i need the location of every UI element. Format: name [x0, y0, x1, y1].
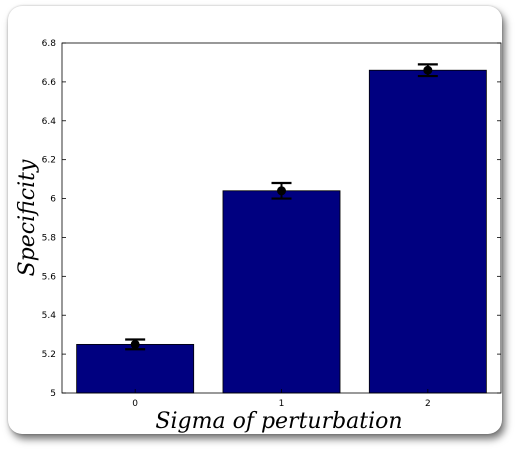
y-tick-label: 6.8: [42, 39, 57, 49]
y-tick-label: 6.4: [42, 117, 57, 127]
mean-marker-1: [277, 186, 286, 196]
y-axis-label: Specificity: [15, 159, 40, 276]
y-tick-label: 5: [50, 389, 56, 399]
y-tick-label: 6.2: [42, 156, 56, 166]
mean-marker-0: [130, 339, 140, 349]
y-tick-label: 5.4: [42, 311, 57, 321]
y-tick-label: 5.8: [42, 233, 57, 243]
bar-1: [222, 190, 341, 394]
x-axis-label: Sigma of perturbation: [155, 409, 402, 434]
bar-0: [76, 343, 195, 394]
y-tick-label: 6: [50, 195, 56, 205]
y-tick-label: 5.6: [42, 272, 57, 282]
x-tick-label: 2: [425, 399, 431, 409]
mean-marker-2: [423, 65, 433, 75]
bar-2: [368, 69, 487, 394]
y-tick-label: 6.6: [42, 78, 57, 88]
x-tick-label: 1: [279, 399, 285, 409]
x-tick-label: 0: [132, 399, 138, 409]
y-tick-label: 5.2: [42, 350, 56, 360]
